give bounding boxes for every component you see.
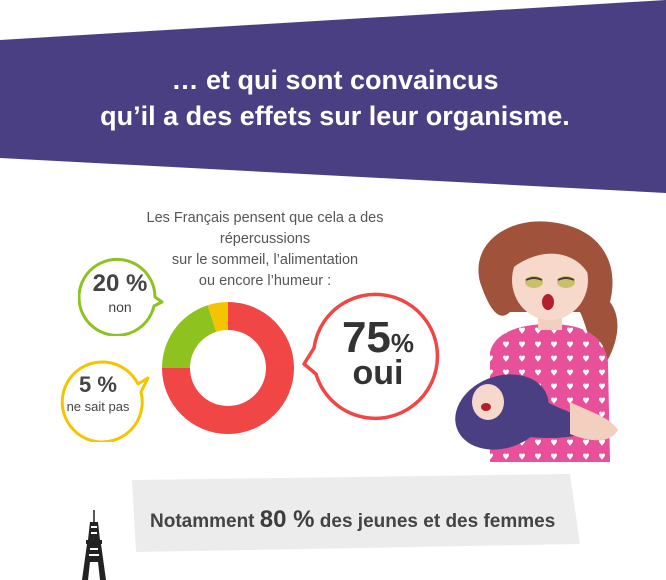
non-unit: % (126, 270, 148, 297)
bubble-oui-outline (302, 292, 440, 421)
footer-band (132, 474, 580, 552)
header-title-line2: qu’il a des effets sur leur organisme. (100, 101, 570, 131)
nsp-unit: % (97, 372, 117, 397)
donut-slice-oui (162, 302, 294, 434)
bubble-nsp: 5 % ne sait pas (56, 372, 140, 414)
oui-label: oui (352, 354, 404, 392)
bubble-nsp-outline (60, 360, 150, 442)
intro-line2: sur le sommeil, l’alimentation (171, 252, 359, 268)
oui-value: 75 (341, 313, 391, 362)
header-title-line1: … et qui sont convaincus (171, 65, 499, 95)
footer-text: Notamment 80 % des jeunes et des femmes (150, 506, 570, 534)
header-banner (0, 0, 666, 193)
nsp-label: ne sait pas (66, 399, 130, 414)
mother-baby-illustration (455, 221, 618, 462)
intro-line1: Les Français pensent que cela a des répe… (146, 210, 384, 247)
oui-unit: % (390, 328, 415, 358)
eiffel-tower-icon (82, 510, 106, 580)
non-value: 20 (92, 270, 120, 297)
footer-highlight: 80 % (259, 506, 315, 533)
footer-prefix: Notamment (150, 511, 255, 532)
bubble-non: 20 % non (82, 270, 158, 315)
donut-slice-ne-sait-pas (207, 302, 228, 332)
intro-line3: ou encore l’humeur : (198, 273, 332, 289)
donut-slice-non (162, 305, 217, 368)
intro-text: Les Français pensent que cela a des répe… (110, 208, 420, 292)
bubble-oui: 75% oui (318, 313, 438, 392)
donut-chart (162, 302, 294, 434)
footer-suffix: des jeunes et des femmes (319, 511, 556, 532)
non-label: non (108, 299, 132, 315)
header-title: … et qui sont convaincus qu’il a des eff… (60, 62, 610, 134)
nsp-value: 5 (79, 372, 92, 397)
bubble-non-outline (78, 257, 164, 336)
